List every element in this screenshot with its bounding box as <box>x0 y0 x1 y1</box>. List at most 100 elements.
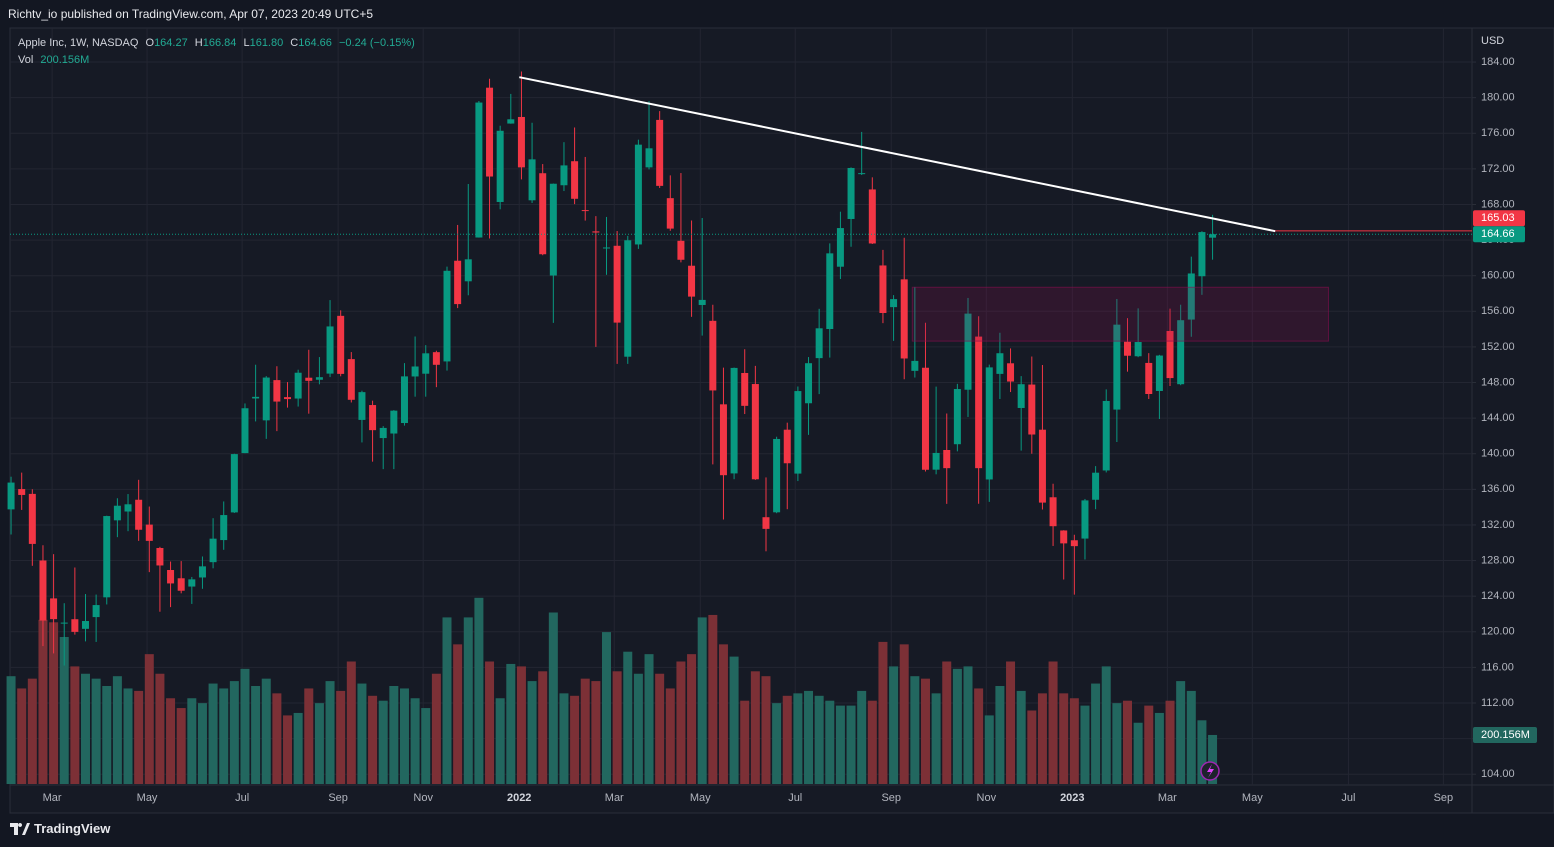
volume-bar <box>421 708 431 784</box>
marks <box>6 71 1218 784</box>
candle-body <box>1038 429 1046 503</box>
volume-bar <box>229 681 239 784</box>
volume-bar <box>676 661 686 784</box>
candle-body <box>858 173 866 175</box>
volume-bar <box>283 715 293 784</box>
x-tick-label: 2022 <box>507 792 531 804</box>
volume-label-bg <box>1473 726 1537 743</box>
volume-bar <box>570 695 580 784</box>
candle-body <box>560 165 568 186</box>
volume-bar <box>293 712 303 784</box>
volume-bar <box>336 690 346 784</box>
candle-body <box>379 427 387 439</box>
legend-h-label: H <box>194 37 203 49</box>
volume-bar <box>644 654 654 784</box>
legend-row: Apple Inc, 1W, NASDAQ O164.27 H166.84 L1… <box>18 35 415 52</box>
candle-body <box>1155 355 1163 391</box>
volume-bar <box>314 703 324 784</box>
volume-bar <box>346 661 356 784</box>
volume-bar <box>857 690 867 784</box>
candle-body <box>1092 472 1100 500</box>
volume-bar <box>389 686 399 784</box>
candle-body <box>92 605 100 618</box>
candle-body <box>1007 363 1015 382</box>
volume-bar <box>633 673 643 784</box>
candle-body <box>390 410 398 434</box>
candle-body <box>50 598 58 620</box>
candle-body <box>773 438 781 513</box>
candle-body <box>305 377 313 381</box>
candle-body <box>1113 324 1121 410</box>
candle-body <box>443 270 451 362</box>
volume-bar <box>697 617 707 784</box>
volume-bar <box>325 681 335 784</box>
y-tick-label: 132.00 <box>1481 519 1515 531</box>
volume-bar <box>1101 666 1111 784</box>
volume-bar <box>612 671 622 784</box>
volume-bar <box>123 688 133 784</box>
volume-bar <box>623 651 633 784</box>
volume-bar <box>442 617 452 784</box>
candle-body <box>71 619 79 632</box>
x-tick-label: Sep <box>881 792 901 804</box>
x-tick-label: Jul <box>1341 792 1355 804</box>
volume-bar <box>793 693 803 784</box>
volume-bar <box>112 676 122 784</box>
candle-body <box>18 489 26 495</box>
volume-bar <box>59 637 69 784</box>
legend-vol: 200.156M <box>40 54 90 66</box>
y-tick-label: 184.00 <box>1481 56 1515 68</box>
y-tick-label: 116.00 <box>1481 661 1514 673</box>
volume-bar <box>197 703 207 784</box>
candle-body <box>751 384 759 480</box>
candle-body <box>188 579 196 587</box>
volume-bar <box>357 683 367 784</box>
candle-body <box>794 391 802 474</box>
volume-bar <box>176 708 186 784</box>
currency: USD <box>1481 35 1504 47</box>
volume-bar <box>718 644 728 784</box>
candle-body <box>1049 497 1057 527</box>
volume-bar <box>1165 700 1175 784</box>
candle-body <box>996 353 1004 374</box>
volume-bar <box>1197 720 1207 784</box>
candle-body <box>507 119 515 124</box>
volume-bar <box>772 703 782 784</box>
volume-bar <box>463 617 473 784</box>
legend-o-label: O <box>145 37 155 49</box>
volume-bar <box>144 654 154 784</box>
candle-body <box>868 189 876 244</box>
y-tick-label: 152.00 <box>1481 341 1515 353</box>
footer[interactable]: TradingView <box>10 821 110 836</box>
volume-bar <box>38 619 48 784</box>
volume-bar <box>1016 690 1026 784</box>
volume-bar <box>6 676 16 784</box>
candle-body <box>900 279 908 359</box>
volume-bar <box>102 686 112 784</box>
candle-body <box>113 505 121 521</box>
volume-bar <box>974 688 984 784</box>
legend-open: 164.27 <box>154 37 188 49</box>
volume-bar <box>538 671 548 784</box>
volume-bar <box>995 686 1005 784</box>
volume-bar <box>506 663 516 784</box>
candle-body <box>1145 362 1153 395</box>
trendline <box>519 76 1276 233</box>
candle-body <box>613 245 621 323</box>
volume-bar <box>187 698 197 784</box>
y-tick-label: 136.00 <box>1481 483 1515 495</box>
overlay: 165.03 164.66 200.156M <box>10 76 1537 743</box>
volume-bar <box>166 698 176 784</box>
zone <box>911 286 1329 342</box>
candle-body <box>209 538 217 563</box>
candle-body <box>677 240 685 260</box>
volume-bar <box>782 695 792 784</box>
volume-bar <box>899 644 909 784</box>
volume-bar <box>80 673 90 784</box>
candle-body <box>517 116 525 168</box>
volume-bar <box>825 700 835 784</box>
volume-bar <box>1069 698 1079 784</box>
x-tick-label: Mar <box>605 792 624 804</box>
volume-bar <box>1112 703 1122 784</box>
volume-bar <box>495 698 505 784</box>
